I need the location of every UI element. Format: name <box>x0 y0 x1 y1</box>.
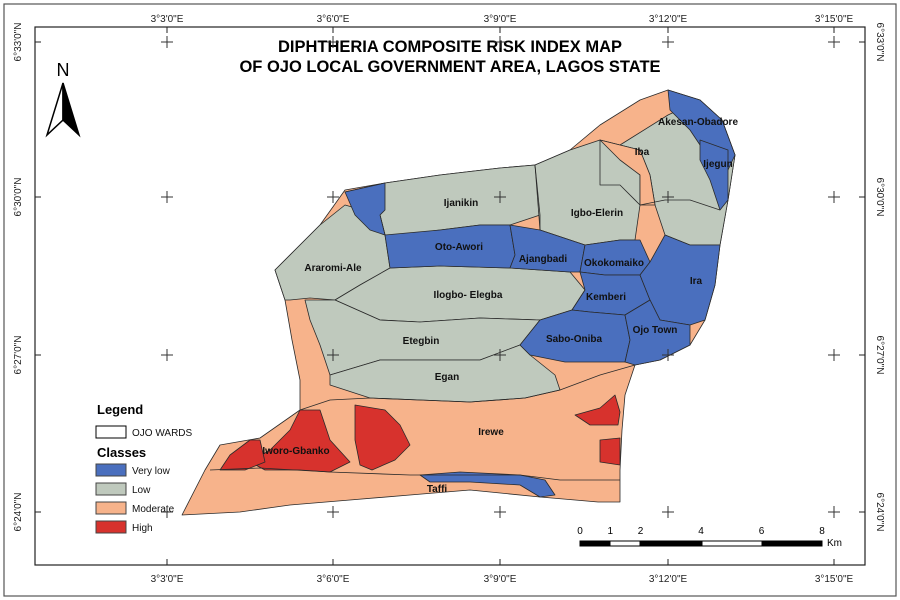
north-label: N <box>57 60 70 80</box>
ward-label: Igbo-Elerin <box>571 208 623 219</box>
lon-label: 3°9'0"E <box>484 14 517 25</box>
scale-tick-label: 6 <box>759 526 765 537</box>
lon-label: 3°9'0"E <box>484 574 517 585</box>
lat-label: 6°30'0"N <box>874 178 885 217</box>
scale-bar: 0 1 2 4 6 8 Km <box>577 526 842 549</box>
legend: Legend OJO WARDS Classes Very low Low Mode… <box>95 402 193 534</box>
lon-label: 3°12'0"E <box>649 574 688 585</box>
scale-unit: Km <box>827 538 842 549</box>
ward-label: Etegbin <box>403 336 440 347</box>
ward-label: Taffi <box>427 484 448 495</box>
lat-label: 6°33'0"N <box>13 23 24 62</box>
lon-label: 3°12'0"E <box>649 14 688 25</box>
ward-label: Sabo-Oniba <box>546 334 603 345</box>
ward-labels: Akesan-Obadore Iba Ijegun Ijanikin Igbo-… <box>262 117 738 495</box>
ward-label: Ajangbadi <box>519 254 568 265</box>
longitude-labels-top: 3°3'0"E 3°6'0"E 3°9'0"E 3°12'0"E 3°15'0"… <box>151 14 854 25</box>
ward-iba <box>599 139 656 206</box>
legend-class-label: Moderate <box>132 504 175 515</box>
lon-label: 3°3'0"E <box>151 14 184 25</box>
lon-label: 3°6'0"E <box>317 574 350 585</box>
ward-label: Okokomaiko <box>584 258 644 269</box>
high-risk-irewe-southeast <box>599 437 621 466</box>
legend-swatch <box>95 482 127 496</box>
north-arrow-icon: N <box>45 60 81 138</box>
ward-label: Iworo-Gbanko <box>262 446 329 457</box>
legend-boundary-swatch <box>95 425 127 439</box>
legend-swatch <box>95 501 127 515</box>
ward-label: Kemberi <box>586 292 626 303</box>
ward-label: Iba <box>635 147 650 158</box>
map-title-line1: DIPHTHERIA COMPOSITE RISK INDEX MAP <box>278 38 622 56</box>
lat-label: 6°27'0"N <box>13 336 24 375</box>
scale-tick-label: 4 <box>698 526 704 537</box>
legend-swatch <box>95 520 127 534</box>
legend-class-label: Very low <box>132 466 171 477</box>
legend-swatch <box>95 463 127 477</box>
legend-class-label: Low <box>132 485 151 496</box>
scale-tick-label: 1 <box>607 526 613 537</box>
lat-label: 6°24'0"N <box>874 493 885 532</box>
lat-label: 6°30'0"N <box>13 178 24 217</box>
ward-label: Ilogbo- Elegba <box>434 290 503 301</box>
lat-label: 6°27'0"N <box>874 336 885 375</box>
frame-ticks <box>35 27 865 565</box>
legend-classes: Very low Low Moderate High <box>95 463 175 534</box>
legend-boundary-label: OJO WARDS <box>132 428 193 439</box>
longitude-labels-bottom: 3°3'0"E 3°6'0"E 3°9'0"E 3°12'0"E 3°15'0"… <box>151 574 854 585</box>
ward-label: Ojo Town <box>633 325 678 336</box>
high-risk-irewe-east <box>574 394 621 426</box>
ward-label: Akesan-Obadore <box>658 117 738 128</box>
high-risk-iworo-west <box>219 439 266 471</box>
high-risk-irewe-west <box>354 404 411 471</box>
ward-boundaries <box>209 140 721 481</box>
ward-label: Ira <box>690 276 703 287</box>
lat-label: 6°33'0"N <box>874 23 885 62</box>
legend-title: Legend <box>97 402 143 417</box>
ward-label: Ijegun <box>703 159 732 170</box>
ward-ojo-town <box>624 299 691 366</box>
ward-label: Araromi-Ale <box>304 263 362 274</box>
legend-class-label: High <box>132 523 153 534</box>
scale-tick-label: 2 <box>638 526 644 537</box>
lon-label: 3°15'0"E <box>815 574 854 585</box>
ward-label: Ijanikin <box>444 198 478 209</box>
lon-label: 3°3'0"E <box>151 574 184 585</box>
scale-tick-label: 8 <box>819 526 825 537</box>
ward-taffi-part <box>419 471 556 498</box>
scale-tick-label: 0 <box>577 526 583 537</box>
lat-label: 6°24'0"N <box>13 493 24 532</box>
ward-ajangbadi <box>509 224 586 273</box>
legend-classes-title: Classes <box>97 445 146 460</box>
ward-label: Irewe <box>478 427 504 438</box>
ojo-lga-map <box>181 89 736 516</box>
scale-tick-labels: 0 1 2 4 6 8 <box>577 526 825 537</box>
map-title-line2: OF OJO LOCAL GOVERNMENT AREA, LAGOS STAT… <box>239 58 660 76</box>
ward-label: Egan <box>435 372 459 383</box>
ward-ijanikin-part <box>344 182 386 236</box>
lon-label: 3°15'0"E <box>815 14 854 25</box>
ward-label: Oto-Awori <box>435 242 483 253</box>
graticule-crosses <box>161 36 840 518</box>
lon-label: 3°6'0"E <box>317 14 350 25</box>
latitude-labels-left: 6°33'0"N 6°30'0"N 6°27'0"N 6°24'0"N <box>13 23 24 532</box>
latitude-labels-right: 6°33'0"N 6°30'0"N 6°27'0"N 6°24'0"N <box>874 23 885 532</box>
